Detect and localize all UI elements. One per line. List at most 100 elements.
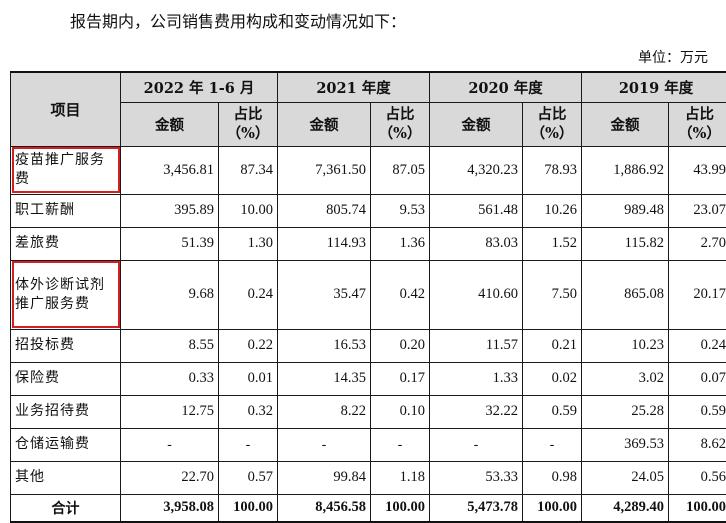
ratio-cell: 0.59	[669, 395, 726, 428]
ratio-cell: 0.42	[371, 260, 430, 329]
ratio-cell: 78.93	[523, 146, 582, 194]
amount-cell: 865.08	[582, 260, 669, 329]
amount-cell: 25.28	[582, 395, 669, 428]
amount-cell: 8,456.58	[278, 494, 371, 522]
ratio-cell: 0.56	[669, 461, 726, 494]
ratio-cell: 0.02	[523, 362, 582, 395]
ratio-cell: 100.00	[219, 494, 278, 522]
ratio-cell: 23.07	[669, 194, 726, 227]
amount-cell: 395.89	[121, 194, 219, 227]
amount-cell: -	[430, 428, 523, 461]
amount-cell: 22.70	[121, 461, 219, 494]
ratio-cell: 0.59	[523, 395, 582, 428]
ratio-cell: 10.00	[219, 194, 278, 227]
amount-header: 金额	[278, 102, 371, 146]
row-label: 差旅费	[11, 227, 121, 260]
ratio-cell: 0.24	[219, 260, 278, 329]
ratio-cell: 8.62	[669, 428, 726, 461]
amount-cell: 16.53	[278, 329, 371, 362]
amount-cell: 14.35	[278, 362, 371, 395]
amount-cell: 53.33	[430, 461, 523, 494]
ratio-cell: 10.26	[523, 194, 582, 227]
ratio-header: 占比（%）	[371, 102, 430, 146]
ratio-header: 占比（%）	[669, 102, 726, 146]
amount-cell: 1,886.92	[582, 146, 669, 194]
amount-cell: 1.33	[430, 362, 523, 395]
row-label: 业务招待费	[11, 395, 121, 428]
ratio-cell: 100.00	[523, 494, 582, 522]
amount-cell: 410.60	[430, 260, 523, 329]
amount-cell: 3.02	[582, 362, 669, 395]
ratio-cell: 9.53	[371, 194, 430, 227]
amount-cell: 99.84	[278, 461, 371, 494]
ratio-cell: 1.36	[371, 227, 430, 260]
row-label: 保险费	[11, 362, 121, 395]
amount-cell: 3,456.81	[121, 146, 219, 194]
ratio-cell: 43.99	[669, 146, 726, 194]
ratio-cell: 100.00	[669, 494, 726, 522]
amount-cell: 115.82	[582, 227, 669, 260]
ratio-cell: 0.57	[219, 461, 278, 494]
amount-cell: 561.48	[430, 194, 523, 227]
ratio-cell: -	[219, 428, 278, 461]
ratio-cell: 7.50	[523, 260, 582, 329]
amount-cell: 3,958.08	[121, 494, 219, 522]
amount-cell: 0.33	[121, 362, 219, 395]
amount-cell: 7,361.50	[278, 146, 371, 194]
amount-cell: 805.74	[278, 194, 371, 227]
row-label: 招投标费	[11, 329, 121, 362]
ratio-cell: 0.22	[219, 329, 278, 362]
ratio-cell: 0.17	[371, 362, 430, 395]
expense-table: 项目 2022 年 1-6 月 2021 年度 2020 年度 2019 年度 …	[10, 71, 726, 523]
ratio-cell: 1.52	[523, 227, 582, 260]
intro-text: 报告期内，公司销售费用构成和变动情况如下：	[70, 8, 406, 32]
ratio-cell: 87.34	[219, 146, 278, 194]
amount-cell: 4,289.40	[582, 494, 669, 522]
amount-cell: 989.48	[582, 194, 669, 227]
amount-cell: -	[278, 428, 371, 461]
ratio-cell: 100.00	[371, 494, 430, 522]
period-header: 2019 年度	[582, 72, 726, 102]
amount-cell: 24.05	[582, 461, 669, 494]
unit-label: 单位：万元	[638, 47, 708, 67]
ratio-cell: 0.21	[523, 329, 582, 362]
ratio-header: 占比（%）	[219, 102, 278, 146]
amount-header: 金额	[121, 102, 219, 146]
row-label: 职工薪酬	[11, 194, 121, 227]
row-label: 合计	[11, 494, 121, 522]
amount-cell: 9.68	[121, 260, 219, 329]
ratio-cell: 1.30	[219, 227, 278, 260]
row-label: 其他	[11, 461, 121, 494]
row-label: 仓储运输费	[11, 428, 121, 461]
period-header: 2022 年 1-6 月	[121, 72, 278, 102]
row-label: 体外诊断试剂推广服务费	[11, 260, 121, 329]
ratio-cell: 0.20	[371, 329, 430, 362]
amount-cell: 8.22	[278, 395, 371, 428]
ratio-cell: 2.70	[669, 227, 726, 260]
ratio-cell: 0.32	[219, 395, 278, 428]
ratio-cell: 0.24	[669, 329, 726, 362]
amount-cell: 4,320.23	[430, 146, 523, 194]
ratio-cell: 0.07	[669, 362, 726, 395]
amount-cell: 51.39	[121, 227, 219, 260]
ratio-cell: 0.98	[523, 461, 582, 494]
amount-cell: 12.75	[121, 395, 219, 428]
item-header: 项目	[11, 72, 121, 146]
amount-cell: 35.47	[278, 260, 371, 329]
ratio-cell: 0.01	[219, 362, 278, 395]
ratio-header: 占比（%）	[523, 102, 582, 146]
ratio-cell: 1.18	[371, 461, 430, 494]
amount-cell: 11.57	[430, 329, 523, 362]
amount-header: 金额	[582, 102, 669, 146]
amount-cell: 10.23	[582, 329, 669, 362]
amount-cell: 5,473.78	[430, 494, 523, 522]
amount-cell: 114.93	[278, 227, 371, 260]
